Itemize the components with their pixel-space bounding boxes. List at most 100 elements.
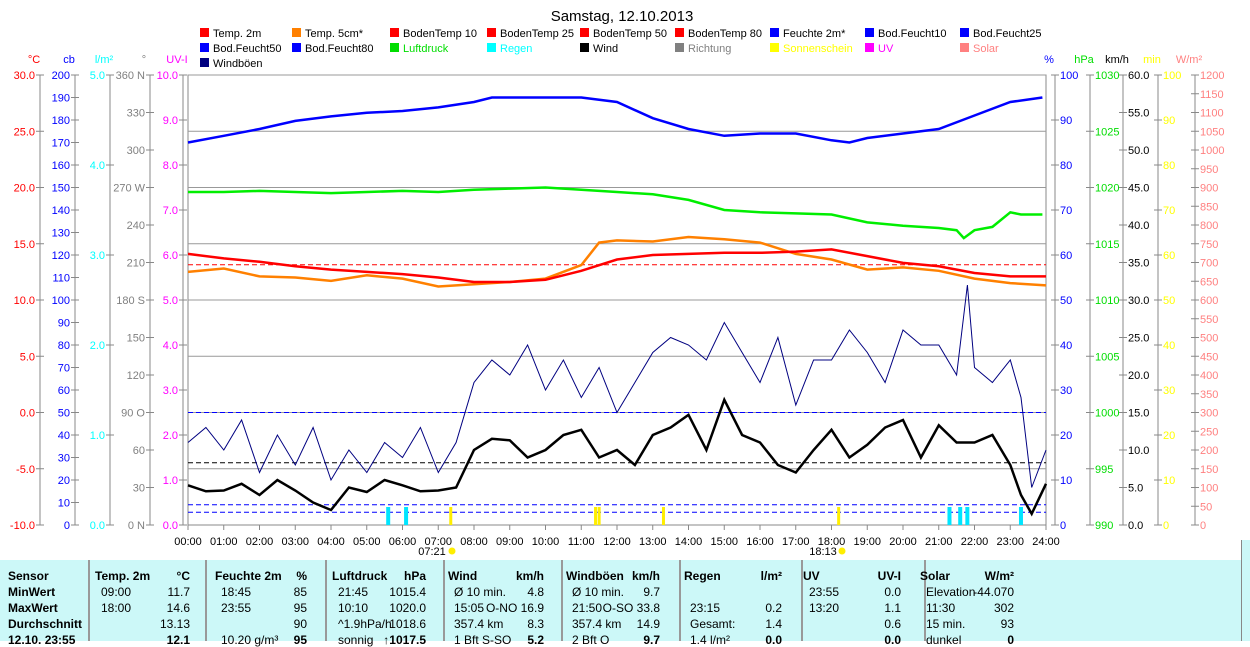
x-tick-label: 21:00	[925, 536, 953, 548]
table-cell-time: 18:00	[101, 601, 132, 615]
axis-tick-label: 300	[127, 145, 145, 157]
x-tick-label: 20:00	[889, 536, 917, 548]
x-tick-label: 01:00	[210, 536, 238, 548]
axis-tick-label: 40	[58, 430, 70, 442]
x-tick-label: 19:00	[853, 536, 881, 548]
axis-tick-label: 8.0	[163, 160, 178, 172]
legend-swatch	[865, 43, 874, 52]
axis-tick-label: 550	[1200, 314, 1218, 326]
axis-tick-label: 0.0	[163, 520, 178, 532]
table-cell-value: 0.0	[884, 633, 901, 647]
sunrise-label: 07:21	[418, 546, 446, 558]
table-cell-value: 1015.4	[389, 585, 426, 599]
table-cell-value: 1.1	[884, 601, 901, 615]
sunshine-bar	[837, 507, 841, 525]
series-luftdruck	[188, 186, 1043, 240]
legend-label: Feuchte 2m*	[783, 28, 846, 40]
axis-tick-label: 360 N	[116, 70, 145, 82]
axis-tick-label: 800	[1200, 220, 1218, 232]
x-tick-label: 24:00	[1032, 536, 1060, 548]
axis-tick-label: 1100	[1200, 108, 1224, 120]
legend-swatch	[200, 43, 209, 52]
table-cell-value: 95	[293, 633, 307, 647]
legend-swatch	[292, 43, 301, 52]
x-tick-label: 08:00	[460, 536, 488, 548]
axis-tick-label: 200	[52, 70, 70, 82]
axis-tick-label: 120	[52, 250, 70, 262]
axis-tick-label: 0.0	[20, 408, 35, 420]
legend-swatch	[865, 28, 874, 37]
axis-tick-label: -5.0	[16, 464, 35, 476]
axis-tick-label: 180	[52, 115, 70, 127]
rain-bar	[947, 507, 952, 525]
axis-tick-label: 5.0	[1128, 483, 1143, 495]
row-label: 12.10. 23:55	[8, 633, 76, 647]
x-tick-label: 12:00	[603, 536, 631, 548]
axis-tick-label: 50	[1060, 295, 1072, 307]
legend-swatch	[390, 28, 399, 37]
axis-tick-label: 10.0	[1128, 445, 1149, 457]
table-cell-value: ↑1017.5	[383, 633, 426, 647]
axis-tick-label: 270 W	[113, 183, 145, 195]
legend-label: Sonnenschein	[783, 43, 853, 55]
axis-tick-label: 7.0	[163, 205, 178, 217]
table-cell-time: Gesamt:	[690, 617, 736, 631]
axis-tick-label: 330	[127, 108, 145, 120]
axis-tick-label: 0	[1200, 520, 1206, 532]
axis-tick-label: 300	[1200, 408, 1218, 420]
table-cell-time: 09:00	[101, 585, 132, 599]
axis-tick-label: 30	[1163, 385, 1175, 397]
x-tick-label: 10:00	[532, 536, 560, 548]
table-cell-value: 0.6	[884, 617, 901, 631]
table-cell-time: Ø 10 min.	[454, 585, 507, 599]
x-tick-label: 06:00	[389, 536, 417, 548]
table-header: Feuchte 2m	[215, 569, 282, 583]
x-tick-label: 09:00	[496, 536, 524, 548]
column-divider	[205, 560, 207, 641]
table-header-unit: %	[296, 569, 307, 583]
axis-tick-label: 55.0	[1128, 108, 1149, 120]
axis-tick-label: 25.0	[1128, 333, 1149, 345]
legend-label: Bod.Feucht50	[213, 43, 282, 55]
axis-unit: hPa	[1074, 54, 1094, 66]
table-cell-value: 1020.0	[389, 601, 426, 615]
axis-tick-label: 50	[1200, 501, 1212, 513]
axis-tick-label: 500	[1200, 333, 1218, 345]
column-divider	[88, 560, 90, 641]
axis-tick-label: 70	[1163, 205, 1175, 217]
legend-label: BodenTemp 25	[500, 28, 574, 40]
table-header-unit: hPa	[403, 569, 426, 583]
axis-tick-label: 90	[58, 318, 70, 330]
axis-tick-label: 3.0	[163, 385, 178, 397]
table-cell-time: 357.4 km	[454, 617, 504, 631]
x-tick-label: 05:00	[353, 536, 381, 548]
table-cell-value: 11.7	[167, 585, 190, 599]
x-tick-label: 14:00	[675, 536, 703, 548]
scrollbar[interactable]	[1241, 540, 1250, 641]
legend-swatch	[487, 28, 496, 37]
sun-icon	[838, 547, 846, 555]
legend-label: Regen	[500, 43, 532, 55]
rain-bar	[386, 507, 391, 525]
axis-tick-label: 70	[1060, 205, 1072, 217]
axis-tick-label: 3.0	[90, 250, 105, 262]
table-cell-time: 23:55	[221, 601, 252, 615]
table-header: Temp. 2m	[95, 569, 151, 583]
axis-tick-label: 10	[1060, 475, 1072, 487]
legend-label: Temp. 2m	[213, 28, 261, 40]
table-cell-value: 4.8	[527, 585, 544, 599]
series-wind	[187, 396, 1048, 517]
table-header: Windböen	[566, 569, 624, 583]
sunshine-bar	[594, 507, 598, 525]
x-tick-label: 00:00	[174, 536, 202, 548]
axis-tick-label: 200	[1200, 445, 1218, 457]
axis-tick-label: 20.0	[14, 183, 35, 195]
axis-tick-label: 100	[52, 295, 70, 307]
axis-tick-label: 170	[52, 138, 70, 150]
axis-tick-label: 30	[133, 483, 145, 495]
table-cell-value: 1018.6	[389, 617, 426, 631]
axis-tick-label: 0.0	[90, 520, 105, 532]
column-divider	[443, 560, 445, 641]
axis-tick-label: 70	[58, 363, 70, 375]
rain-bar	[958, 507, 963, 525]
